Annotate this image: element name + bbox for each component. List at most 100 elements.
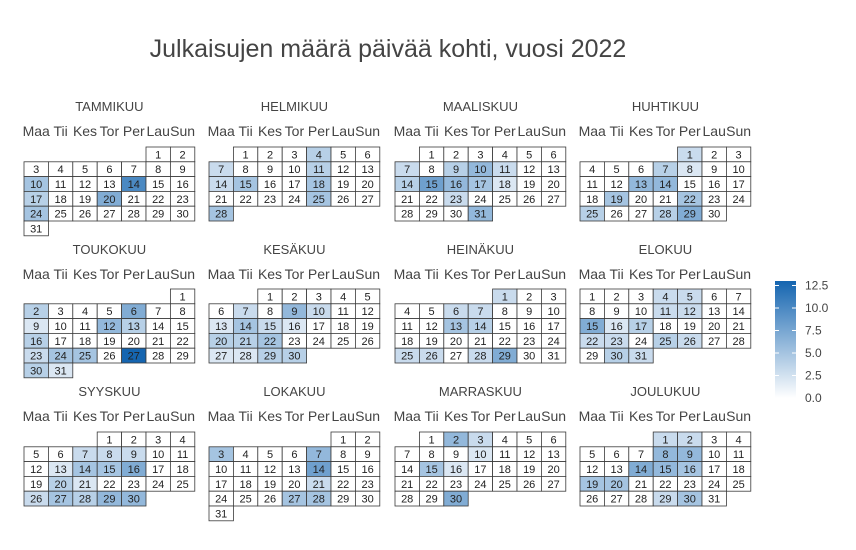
day-number: 27 bbox=[288, 494, 300, 506]
day-cell bbox=[726, 475, 752, 492]
day-number: 8 bbox=[589, 306, 595, 318]
weekday-label: Lau bbox=[703, 123, 726, 139]
day-number: 19 bbox=[337, 179, 349, 191]
weekday-label: Sun bbox=[170, 123, 195, 139]
day-number: 22 bbox=[499, 336, 511, 348]
day-number: 20 bbox=[450, 336, 462, 348]
day-number: 5 bbox=[340, 149, 346, 161]
day-number: 19 bbox=[361, 321, 373, 333]
chart-title: Julkaisujen määrä päivää kohti, vuosi 20… bbox=[150, 35, 627, 63]
day-number: 11 bbox=[79, 321, 90, 333]
weekday-label: Sun bbox=[355, 123, 380, 139]
day-number: 16 bbox=[176, 179, 188, 191]
weekday-label: Tii bbox=[238, 408, 252, 424]
day-number: 1 bbox=[106, 434, 112, 446]
day-number: 14 bbox=[732, 306, 744, 318]
day-number: 22 bbox=[264, 336, 276, 348]
weekday-label: Maa bbox=[23, 123, 50, 139]
day-number: 5 bbox=[687, 291, 693, 303]
day-number: 15 bbox=[176, 321, 188, 333]
day-number: 8 bbox=[429, 164, 435, 176]
day-number: 3 bbox=[477, 149, 483, 161]
day-number: 11 bbox=[660, 306, 671, 318]
day-number: 15 bbox=[152, 179, 164, 191]
day-number: 22 bbox=[684, 194, 696, 206]
day-number: 29 bbox=[684, 209, 696, 221]
weekday-label: Per bbox=[123, 408, 145, 424]
weekday-label: Lau bbox=[332, 408, 355, 424]
weekday-label: Lau bbox=[518, 408, 541, 424]
day-number: 29 bbox=[425, 494, 437, 506]
weekday-label: Per bbox=[679, 123, 701, 139]
day-number: 27 bbox=[610, 494, 622, 506]
day-number: 20 bbox=[635, 194, 647, 206]
day-number: 18 bbox=[337, 321, 349, 333]
day-number: 31 bbox=[474, 209, 486, 221]
day-number: 7 bbox=[404, 449, 410, 461]
weekday-label: Sun bbox=[170, 266, 195, 282]
day-number: 12 bbox=[79, 179, 91, 191]
day-number: 25 bbox=[239, 494, 251, 506]
day-number: 3 bbox=[638, 291, 644, 303]
day-number: 28 bbox=[401, 494, 413, 506]
day-number: 18 bbox=[79, 336, 91, 348]
day-number: 24 bbox=[288, 194, 300, 206]
day-number: 26 bbox=[523, 479, 535, 491]
day-number: 11 bbox=[240, 464, 251, 476]
day-number: 6 bbox=[711, 291, 717, 303]
day-number: 9 bbox=[453, 164, 459, 176]
weekday-label: Maa bbox=[23, 266, 50, 282]
day-number: 8 bbox=[662, 449, 668, 461]
weekday-label: Sun bbox=[726, 266, 751, 282]
day-number: 28 bbox=[659, 209, 671, 221]
day-number: 8 bbox=[429, 449, 435, 461]
weekday-label: Lau bbox=[147, 266, 170, 282]
day-cell bbox=[169, 475, 196, 492]
day-number: 19 bbox=[103, 336, 115, 348]
weekday-label: Sun bbox=[541, 266, 566, 282]
day-number: 18 bbox=[732, 464, 744, 476]
day-number: 16 bbox=[30, 336, 42, 348]
day-number: 13 bbox=[635, 179, 647, 191]
day-number: 7 bbox=[638, 449, 644, 461]
day-number: 26 bbox=[103, 351, 115, 363]
day-number: 29 bbox=[659, 494, 671, 506]
day-number: 30 bbox=[176, 209, 188, 221]
day-number: 29 bbox=[152, 209, 164, 221]
weekday-label: Kes bbox=[629, 266, 653, 282]
day-number: 19 bbox=[264, 479, 276, 491]
weekday-label: Kes bbox=[444, 266, 468, 282]
weekday-label: Lau bbox=[703, 266, 726, 282]
day-number: 18 bbox=[313, 179, 325, 191]
day-number: 2 bbox=[711, 149, 717, 161]
day-number: 24 bbox=[547, 336, 559, 348]
day-number: 30 bbox=[30, 365, 42, 377]
day-number: 9 bbox=[180, 164, 186, 176]
weekday-label: Lau bbox=[703, 408, 726, 424]
day-number: 25 bbox=[313, 194, 325, 206]
day-number: 1 bbox=[243, 149, 249, 161]
day-number: 14 bbox=[635, 464, 647, 476]
day-number: 25 bbox=[176, 479, 188, 491]
weekday-label: Kes bbox=[629, 408, 653, 424]
day-number: 22 bbox=[239, 194, 251, 206]
day-number: 21 bbox=[401, 194, 413, 206]
day-number: 25 bbox=[732, 479, 744, 491]
day-number: 21 bbox=[215, 194, 227, 206]
day-number: 4 bbox=[502, 434, 508, 446]
weekday-label: Lau bbox=[332, 123, 355, 139]
day-number: 20 bbox=[128, 336, 140, 348]
day-number: 14 bbox=[474, 321, 486, 333]
day-number: 3 bbox=[736, 149, 742, 161]
day-number: 22 bbox=[176, 336, 188, 348]
day-number: 9 bbox=[131, 449, 137, 461]
weekday-label: Per bbox=[308, 266, 330, 282]
legend-tick-label: 0.0 bbox=[805, 391, 822, 405]
day-number: 12 bbox=[103, 321, 115, 333]
day-number: 13 bbox=[610, 464, 622, 476]
day-number: 3 bbox=[218, 449, 224, 461]
day-number: 22 bbox=[103, 479, 115, 491]
day-number: 11 bbox=[499, 449, 510, 461]
day-number: 14 bbox=[401, 179, 413, 191]
